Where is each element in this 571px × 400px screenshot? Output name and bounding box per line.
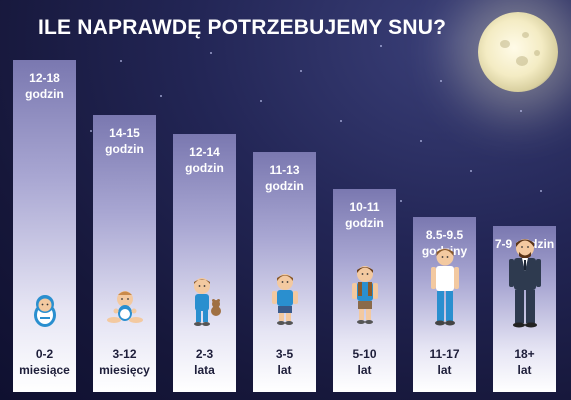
person-figure-icon bbox=[31, 293, 59, 332]
age-range: 0-2 bbox=[35, 347, 54, 361]
hours-value: 14-15 bbox=[109, 126, 140, 141]
age-range: 11-17 bbox=[429, 347, 460, 361]
star bbox=[540, 190, 542, 192]
hours-label: 12-18 godzin bbox=[13, 70, 76, 102]
star bbox=[210, 52, 212, 54]
person-figure-icon bbox=[348, 265, 382, 330]
hours-label: 11-13 godzin bbox=[253, 162, 316, 194]
star bbox=[300, 70, 302, 72]
bar-2-3: 12-14 godzin 2-3 lata bbox=[173, 133, 236, 392]
bar-5-10: 10-11 godzin 5-10 lat bbox=[333, 189, 396, 392]
bar-3-5: 11-13 godzin 3-5 lat bbox=[253, 152, 316, 392]
bar-3-12: 14-15 godzin 3-12 miesięcy bbox=[93, 115, 156, 392]
hours-label: 12-14 godzin bbox=[173, 144, 236, 176]
star bbox=[260, 100, 262, 102]
age-range: 2-3 bbox=[195, 347, 214, 361]
hours-value: 11-13 bbox=[269, 163, 300, 178]
age-unit: lat bbox=[437, 363, 452, 377]
hours-value: 10-11 bbox=[349, 200, 380, 215]
hours-unit: godzin bbox=[265, 179, 304, 194]
person-figure-icon bbox=[268, 273, 302, 330]
star bbox=[340, 120, 342, 122]
chart-title: ILE NAPRAWDĘ POTRZEBUJEMY SNU? bbox=[38, 16, 447, 39]
age-label: 0-2 miesiące bbox=[13, 346, 76, 378]
age-unit: lat bbox=[277, 363, 292, 377]
age-label: 18+ lat bbox=[493, 346, 556, 378]
age-range: 5-10 bbox=[352, 347, 377, 361]
age-label: 3-12 miesięcy bbox=[93, 346, 156, 378]
age-unit: lat bbox=[517, 363, 532, 377]
age-range: 3-5 bbox=[275, 347, 294, 361]
star bbox=[90, 130, 92, 132]
person-figure-icon bbox=[106, 289, 144, 330]
person-figure-icon bbox=[187, 277, 223, 332]
hours-unit: godzin bbox=[345, 216, 384, 231]
star bbox=[120, 60, 122, 62]
age-label: 5-10 lat bbox=[333, 346, 396, 378]
bar-18+: 7-9 godzin 18+ lat bbox=[493, 226, 556, 392]
age-unit: lata bbox=[194, 363, 215, 377]
age-label: 2-3 lata bbox=[173, 346, 236, 378]
bar-0-2: 12-18 godzin 0-2 miesiące bbox=[13, 60, 76, 392]
age-label: 11-17 lat bbox=[413, 346, 476, 378]
person-figure-icon bbox=[507, 237, 543, 334]
hours-label: 10-11 godzin bbox=[333, 199, 396, 231]
star bbox=[380, 45, 382, 47]
moon bbox=[478, 12, 558, 92]
star bbox=[160, 95, 162, 97]
hours-value: 12-14 bbox=[189, 144, 220, 159]
hours-unit: godzin bbox=[25, 87, 64, 101]
hours-value: 12-18 bbox=[29, 71, 60, 85]
hours-unit: godzin bbox=[185, 160, 224, 175]
star bbox=[420, 140, 422, 142]
hours-value: 8.5-9.5 bbox=[425, 227, 464, 242]
age-label: 3-5 lat bbox=[253, 346, 316, 378]
hours-unit: godzin bbox=[105, 142, 144, 157]
age-unit: miesięcy bbox=[99, 363, 150, 377]
age-unit: lat bbox=[357, 363, 372, 377]
person-figure-icon bbox=[428, 247, 462, 332]
age-range: 3-12 bbox=[112, 347, 137, 361]
star bbox=[400, 200, 402, 202]
star bbox=[520, 110, 522, 112]
star bbox=[440, 80, 442, 82]
star bbox=[470, 170, 472, 172]
age-range: 18+ bbox=[514, 347, 535, 361]
age-unit: miesiące bbox=[19, 363, 70, 377]
hours-label: 14-15 godzin bbox=[93, 125, 156, 157]
